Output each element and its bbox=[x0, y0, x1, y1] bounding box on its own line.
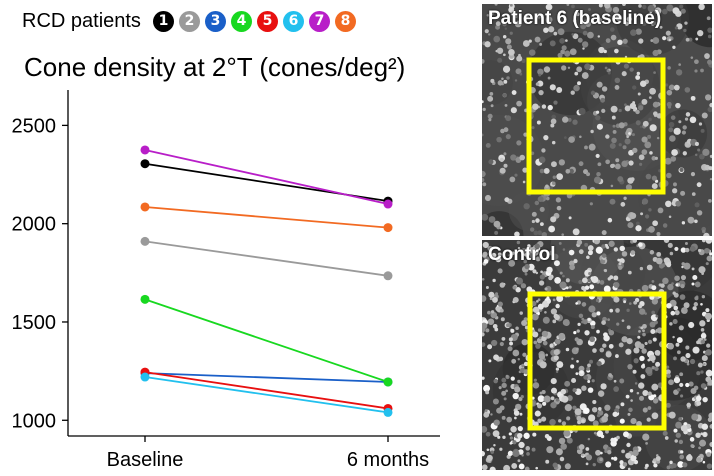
data-point-6 bbox=[140, 372, 150, 382]
line-chart: 1000 1500 2000 2500 Baseline 6 months bbox=[12, 90, 440, 471]
cone-mosaic-texture bbox=[482, 4, 712, 236]
data-point-7 bbox=[383, 199, 393, 209]
region-box bbox=[527, 291, 667, 431]
control-image: Control bbox=[482, 240, 712, 470]
data-point-2 bbox=[383, 271, 393, 281]
y-tick-label: 1500 bbox=[12, 312, 57, 334]
series-line-7 bbox=[144, 149, 389, 205]
patient-6-baseline-label: Patient 6 (baseline) bbox=[488, 8, 662, 29]
legend-badge-3: 3 bbox=[204, 10, 226, 32]
series-line-5 bbox=[144, 371, 389, 410]
legend-badge-1: 1 bbox=[152, 10, 174, 32]
patient-6-baseline-image: Patient 6 (baseline) bbox=[482, 4, 712, 236]
series-line-8 bbox=[144, 206, 389, 229]
data-point-1 bbox=[140, 159, 150, 169]
data-point-4 bbox=[140, 294, 150, 304]
data-point-8 bbox=[383, 223, 393, 233]
data-point-7 bbox=[140, 145, 150, 155]
legend-badge-4: 4 bbox=[230, 10, 252, 32]
y-tick-label: 2500 bbox=[12, 115, 57, 137]
x-tick-label: 6 months bbox=[347, 449, 429, 471]
cone-mosaic-texture bbox=[482, 240, 712, 470]
data-point-4 bbox=[383, 377, 393, 387]
legend-badge-6: 6 bbox=[282, 10, 304, 32]
y-tick-label: 1000 bbox=[12, 410, 57, 432]
data-point-8 bbox=[140, 202, 150, 212]
data-point-2 bbox=[140, 236, 150, 246]
x-tick-label: Baseline bbox=[107, 449, 184, 471]
chart-title: Cone density at 2°T (cones/deg²) bbox=[24, 52, 406, 82]
y-tick-label: 2000 bbox=[12, 214, 57, 236]
region-box bbox=[526, 57, 666, 195]
legend-badge-2: 2 bbox=[178, 10, 200, 32]
retina-image-top bbox=[482, 4, 712, 236]
data-point-6 bbox=[383, 407, 393, 417]
legend-badge-7: 7 bbox=[308, 10, 330, 32]
control-label: Control bbox=[488, 244, 556, 265]
legend-title: RCD patients bbox=[22, 9, 141, 32]
series-line-3 bbox=[144, 372, 389, 383]
legend-badge-5: 5 bbox=[256, 10, 278, 32]
series-line-6 bbox=[144, 376, 389, 414]
series-line-2 bbox=[144, 240, 389, 277]
retina-image-bottom bbox=[482, 240, 712, 470]
series-line-4 bbox=[144, 298, 389, 383]
legend-badge-8: 8 bbox=[334, 10, 356, 32]
